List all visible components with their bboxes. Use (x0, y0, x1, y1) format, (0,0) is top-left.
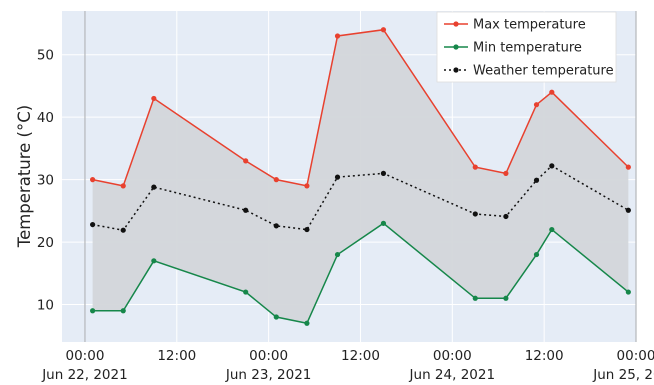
data-point (151, 258, 157, 264)
x-tick-label: 12:00 (341, 348, 380, 364)
data-point (90, 221, 96, 228)
data-point (90, 177, 96, 183)
data-point (304, 320, 310, 326)
data-point (472, 164, 478, 170)
data-point (120, 308, 126, 314)
temperature-range-band (92, 29, 629, 324)
legend: Max temperature Min temperature Weather te… (436, 11, 617, 83)
data-point (334, 251, 341, 258)
data-point (243, 207, 249, 213)
legend-swatch-marker (453, 67, 459, 73)
legend-entry: Weather temperature (444, 64, 614, 79)
data-point (120, 227, 126, 233)
x-tick-date-label: Jun 25, 2021 (592, 367, 654, 383)
data-point (90, 308, 96, 314)
data-point (625, 207, 631, 213)
legend-swatch-marker (453, 21, 459, 27)
data-point (120, 183, 126, 189)
x-tick-label: 00:00 (617, 348, 654, 364)
data-point (625, 289, 631, 295)
series-layer (90, 27, 631, 326)
data-point (533, 177, 540, 183)
y-tick-label: 40 (37, 110, 54, 126)
data-point (625, 164, 631, 170)
data-point (243, 158, 249, 164)
x-tick-date-label: Jun 22, 2021 (41, 367, 128, 383)
y-tick-label: 30 (37, 173, 54, 189)
data-point (503, 170, 509, 176)
data-point (380, 27, 387, 33)
data-point (549, 89, 555, 95)
data-point (503, 213, 509, 220)
legend-entry: Min temperature (444, 41, 582, 56)
data-point (533, 251, 540, 258)
x-tick-date-label: Jun 24, 2021 (409, 367, 496, 383)
series-weather-temperature (90, 163, 631, 233)
legend-label: Min temperature (473, 41, 582, 56)
x-tick-date-label: Jun 23, 2021 (225, 367, 312, 383)
x-tick-label: 12:00 (157, 348, 196, 364)
y-axis-label: Temperature (°C) (15, 105, 34, 248)
legend-label: Weather temperature (473, 64, 614, 79)
data-point (380, 170, 387, 176)
x-tick-label: 00:00 (66, 348, 105, 364)
x-tick-label: 00:00 (433, 348, 472, 364)
data-point (549, 163, 555, 169)
day-boundary-lines (84, 11, 637, 342)
data-point (472, 211, 478, 217)
y-axis-ticks: 10 20 30 40 50 (37, 48, 54, 314)
y-tick-label: 10 (37, 298, 54, 314)
data-point (243, 289, 249, 295)
x-tick-label: 00:00 (249, 348, 288, 364)
data-point (533, 102, 540, 108)
data-point (273, 223, 279, 229)
x-tick-label: 12:00 (525, 348, 564, 364)
data-point (503, 295, 509, 301)
data-point (151, 184, 157, 190)
data-point (273, 177, 279, 183)
legend-label: Max temperature (473, 18, 586, 33)
y-tick-label: 20 (37, 235, 54, 251)
series-min-temperature (90, 220, 631, 326)
data-point (334, 174, 341, 180)
data-point (334, 33, 341, 39)
data-point (151, 95, 157, 102)
x-axis-ticks: 00:00 Jun 22, 2021 12:00 00:00 Jun 23, 2021 1… (41, 348, 654, 383)
data-point (472, 295, 478, 301)
series-max-temperature (90, 27, 631, 189)
legend-entry: Max temperature (444, 18, 586, 33)
data-point (549, 226, 555, 233)
data-point (304, 183, 310, 189)
data-point (304, 226, 310, 233)
data-point (273, 314, 279, 320)
data-point (380, 220, 387, 226)
legend-swatch-marker (453, 44, 459, 50)
y-tick-label: 50 (37, 48, 54, 64)
